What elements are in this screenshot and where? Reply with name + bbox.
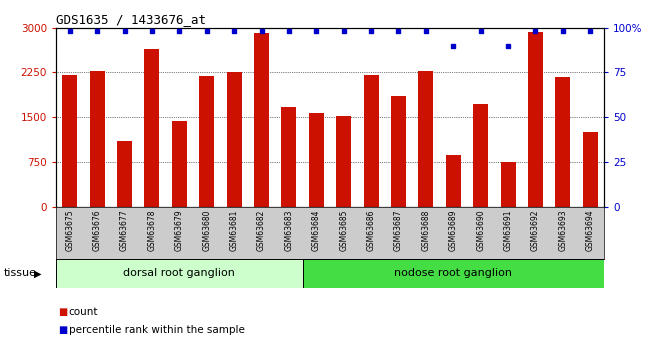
- Bar: [56, 259, 302, 288]
- Bar: [528, 32, 543, 207]
- Text: GSM63675: GSM63675: [65, 209, 75, 251]
- Text: GSM63689: GSM63689: [449, 209, 458, 251]
- Bar: [446, 155, 461, 207]
- Bar: [309, 113, 324, 207]
- Text: GSM63691: GSM63691: [504, 209, 513, 251]
- Bar: [62, 75, 77, 207]
- Bar: [500, 161, 515, 207]
- Text: ■: ■: [58, 307, 67, 317]
- Text: GSM63678: GSM63678: [147, 209, 156, 251]
- Bar: [145, 49, 160, 207]
- Text: GSM63688: GSM63688: [421, 209, 430, 251]
- Text: GSM63690: GSM63690: [476, 209, 485, 251]
- Text: GSM63684: GSM63684: [312, 209, 321, 251]
- Text: GSM63680: GSM63680: [202, 209, 211, 251]
- Bar: [391, 96, 406, 207]
- Bar: [117, 141, 132, 207]
- Text: dorsal root ganglion: dorsal root ganglion: [123, 268, 236, 278]
- Bar: [336, 116, 351, 207]
- Text: GSM63686: GSM63686: [366, 209, 376, 251]
- Bar: [254, 33, 269, 207]
- Bar: [302, 259, 604, 288]
- Text: nodose root ganglion: nodose root ganglion: [394, 268, 512, 278]
- Text: GSM63692: GSM63692: [531, 209, 540, 251]
- Bar: [172, 121, 187, 207]
- Text: GSM63681: GSM63681: [230, 209, 239, 251]
- Text: GSM63679: GSM63679: [175, 209, 184, 251]
- Text: ■: ■: [58, 325, 67, 335]
- Text: GDS1635 / 1433676_at: GDS1635 / 1433676_at: [56, 13, 206, 27]
- Bar: [418, 71, 434, 207]
- Text: GSM63683: GSM63683: [284, 209, 294, 251]
- Text: count: count: [69, 307, 98, 317]
- Text: GSM63694: GSM63694: [585, 209, 595, 251]
- Bar: [199, 76, 214, 207]
- Text: GSM63693: GSM63693: [558, 209, 568, 251]
- Bar: [281, 107, 296, 207]
- Bar: [583, 132, 598, 207]
- Text: GSM63682: GSM63682: [257, 209, 266, 251]
- Bar: [90, 71, 105, 207]
- Text: GSM63676: GSM63676: [92, 209, 102, 251]
- Text: tissue: tissue: [3, 268, 36, 278]
- Text: GSM63677: GSM63677: [120, 209, 129, 251]
- Bar: [473, 104, 488, 207]
- Bar: [555, 77, 570, 207]
- Bar: [226, 72, 242, 207]
- Text: percentile rank within the sample: percentile rank within the sample: [69, 325, 244, 335]
- Bar: [364, 76, 379, 207]
- Text: GSM63687: GSM63687: [394, 209, 403, 251]
- Text: GSM63685: GSM63685: [339, 209, 348, 251]
- Text: ▶: ▶: [34, 268, 42, 278]
